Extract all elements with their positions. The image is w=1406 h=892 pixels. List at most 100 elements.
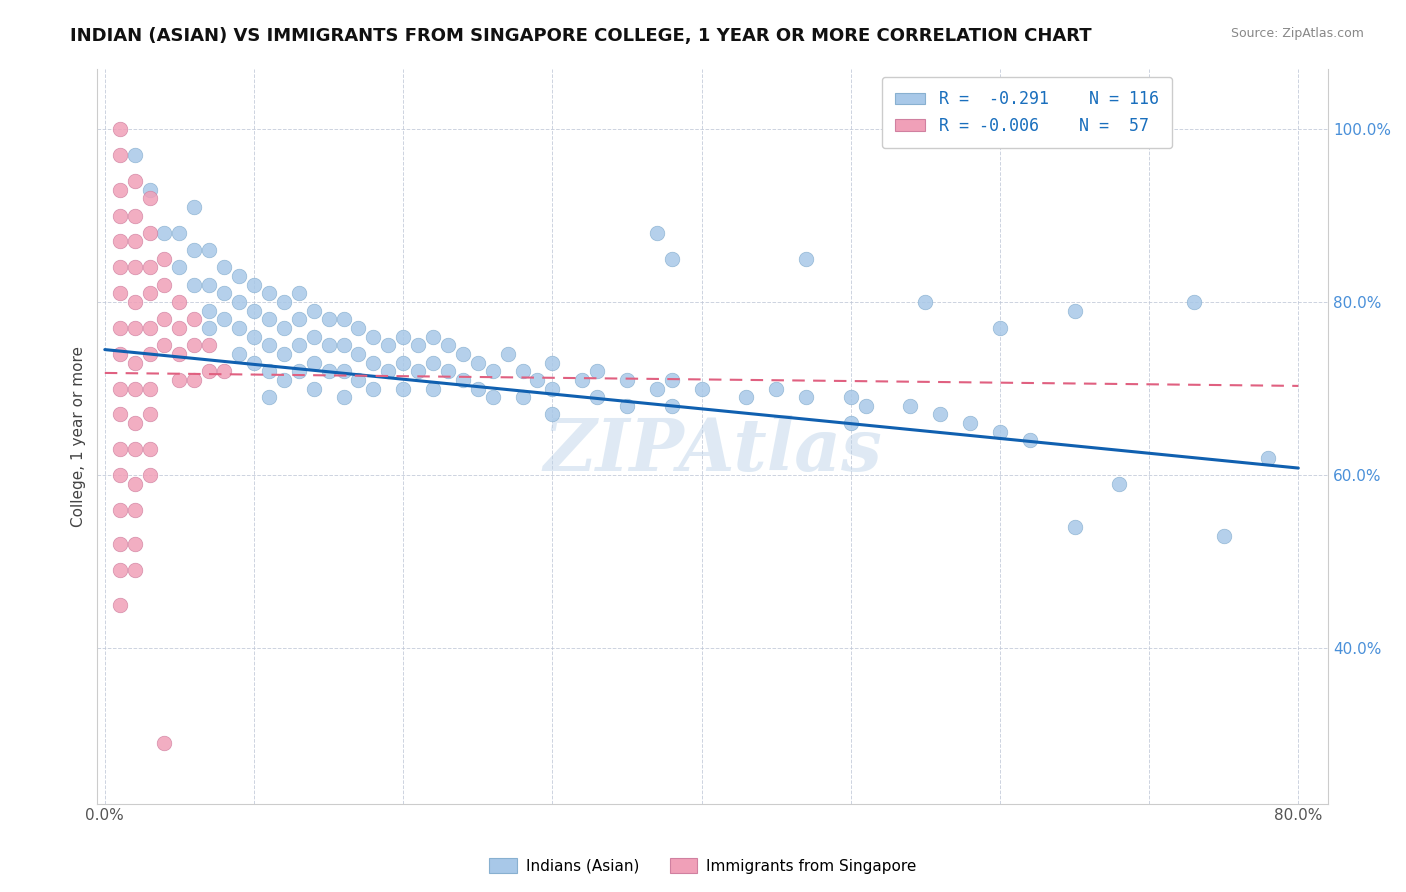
Point xyxy=(243,355,266,369)
Point xyxy=(153,338,176,352)
Point xyxy=(287,286,309,301)
Point xyxy=(228,269,250,284)
Point xyxy=(481,364,503,378)
Point xyxy=(212,286,235,301)
Point xyxy=(839,416,862,430)
Point xyxy=(228,295,250,310)
Point xyxy=(377,364,399,378)
Point xyxy=(124,416,146,430)
Point xyxy=(302,382,325,396)
Point xyxy=(363,382,385,396)
Point xyxy=(198,243,221,257)
Point xyxy=(108,183,131,197)
Point xyxy=(392,355,415,369)
Point xyxy=(169,321,191,335)
Point xyxy=(661,399,683,413)
Point xyxy=(287,364,309,378)
Point xyxy=(124,174,146,188)
Point xyxy=(318,312,340,326)
Point xyxy=(108,148,131,162)
Point xyxy=(392,329,415,343)
Point xyxy=(347,373,370,387)
Point xyxy=(437,338,460,352)
Point xyxy=(273,295,295,310)
Point xyxy=(138,347,160,361)
Point xyxy=(198,364,221,378)
Point xyxy=(392,382,415,396)
Point xyxy=(183,338,205,352)
Point xyxy=(273,347,295,361)
Point xyxy=(138,442,160,456)
Point xyxy=(1063,520,1085,534)
Point xyxy=(183,277,205,292)
Point xyxy=(332,338,354,352)
Point xyxy=(183,312,205,326)
Point xyxy=(153,277,176,292)
Point xyxy=(332,390,354,404)
Point xyxy=(124,537,146,551)
Point xyxy=(855,399,877,413)
Point xyxy=(198,338,221,352)
Point xyxy=(959,416,981,430)
Point xyxy=(108,321,131,335)
Point xyxy=(257,364,280,378)
Point xyxy=(183,200,205,214)
Point xyxy=(765,382,787,396)
Legend: R =  -0.291    N = 116, R = -0.006    N =  57: R = -0.291 N = 116, R = -0.006 N = 57 xyxy=(882,77,1173,148)
Point xyxy=(108,235,131,249)
Point xyxy=(138,260,160,275)
Point xyxy=(571,373,593,387)
Point xyxy=(1018,434,1040,448)
Point xyxy=(1182,295,1205,310)
Point xyxy=(422,382,444,396)
Point xyxy=(645,382,668,396)
Point xyxy=(318,364,340,378)
Point xyxy=(302,355,325,369)
Point xyxy=(124,382,146,396)
Point xyxy=(988,425,1011,439)
Point xyxy=(183,373,205,387)
Point xyxy=(108,442,131,456)
Point xyxy=(332,364,354,378)
Text: ZIPAtlas: ZIPAtlas xyxy=(543,416,882,486)
Point xyxy=(586,364,609,378)
Point xyxy=(616,399,638,413)
Point xyxy=(794,252,817,266)
Text: INDIAN (ASIAN) VS IMMIGRANTS FROM SINGAPORE COLLEGE, 1 YEAR OR MORE CORRELATION : INDIAN (ASIAN) VS IMMIGRANTS FROM SINGAP… xyxy=(70,27,1092,45)
Point xyxy=(198,321,221,335)
Point xyxy=(257,286,280,301)
Point xyxy=(124,295,146,310)
Point xyxy=(363,355,385,369)
Point xyxy=(138,408,160,422)
Point xyxy=(153,736,176,750)
Legend: Indians (Asian), Immigrants from Singapore: Indians (Asian), Immigrants from Singapo… xyxy=(484,852,922,880)
Point xyxy=(1063,303,1085,318)
Point xyxy=(273,373,295,387)
Point xyxy=(287,312,309,326)
Point xyxy=(302,303,325,318)
Point xyxy=(124,209,146,223)
Point xyxy=(108,382,131,396)
Point xyxy=(422,329,444,343)
Point xyxy=(690,382,713,396)
Point xyxy=(437,364,460,378)
Point xyxy=(287,338,309,352)
Point xyxy=(243,303,266,318)
Point xyxy=(138,321,160,335)
Point xyxy=(124,355,146,369)
Point xyxy=(422,355,444,369)
Point xyxy=(169,226,191,240)
Point xyxy=(406,364,429,378)
Point xyxy=(212,260,235,275)
Point xyxy=(243,277,266,292)
Point xyxy=(541,408,564,422)
Point xyxy=(273,321,295,335)
Point xyxy=(541,382,564,396)
Point xyxy=(512,364,534,378)
Point xyxy=(1257,450,1279,465)
Point xyxy=(108,286,131,301)
Point xyxy=(347,321,370,335)
Point xyxy=(794,390,817,404)
Point xyxy=(257,390,280,404)
Point xyxy=(929,408,952,422)
